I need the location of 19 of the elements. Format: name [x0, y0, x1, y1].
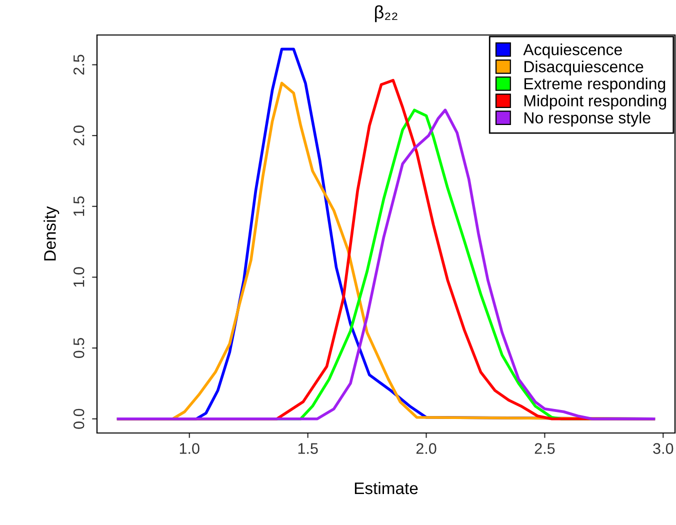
x-tick-label: 2.5 — [534, 443, 555, 454]
y-tick-label: 1.0 — [73, 267, 84, 287]
y-tick-label: 2.0 — [73, 126, 84, 146]
y-tick-label: 1.5 — [74, 196, 84, 216]
y-tick-label: 0.5 — [73, 338, 84, 358]
x-tick-label: 3.0 — [653, 443, 674, 454]
chart-title: β₂₂ — [375, 5, 398, 22]
y-tick-label: 2.5 — [73, 54, 84, 75]
legend-label: Midpoint responding — [524, 94, 666, 110]
x-tick-label: 1.5 — [298, 443, 318, 454]
legend-label: Acquiescence — [523, 44, 622, 58]
legend-label: Disacquiescence — [524, 60, 644, 76]
x-tick-label: 1.0 — [180, 443, 200, 454]
legend-label: No response style — [524, 112, 650, 127]
y-tick-label: 0.0 — [73, 408, 84, 429]
x-tick-label: 2.0 — [416, 443, 436, 454]
x-axis-title: Estimate — [354, 482, 418, 494]
legend-label: Extreme responding — [524, 78, 666, 93]
y-axis-title: Density — [44, 206, 60, 260]
